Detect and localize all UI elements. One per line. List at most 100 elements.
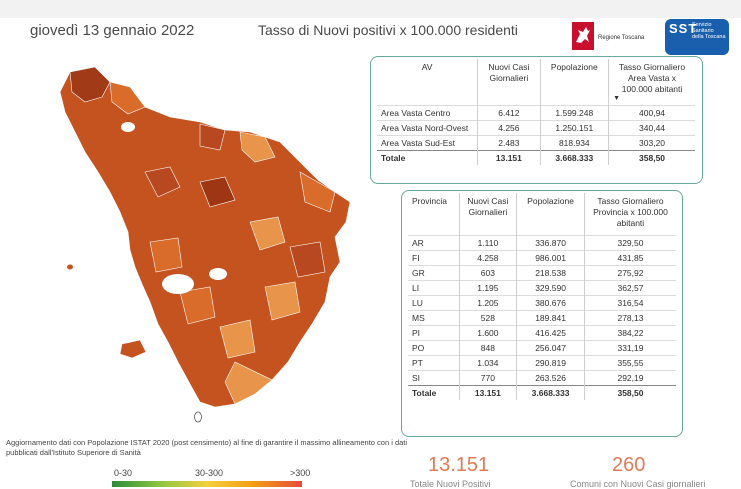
- legend-color-scale: [112, 481, 302, 487]
- table-row: PT 1.034 290.819 355,55: [408, 355, 676, 371]
- province-table-header-pop: Popolazione: [516, 193, 585, 236]
- table-cell: 329.590: [516, 280, 585, 296]
- table-cell: 358,50: [608, 150, 695, 165]
- area-table-header-av: AV: [421, 62, 433, 72]
- area-table-header-rate-label: Tasso Giornaliero Area Vasta x 100.000 a…: [618, 62, 686, 94]
- table-row: Area Vasta Centro 6.412 1.599.248 400,94: [377, 105, 695, 121]
- table-cell: 1.110: [458, 235, 517, 251]
- province-table-header-rate: Tasso Giornaliero Provincia x 100.000 ab…: [583, 193, 676, 236]
- table-cell: GR: [408, 265, 460, 281]
- island: [67, 264, 73, 270]
- kpi-total-value: 13.151: [428, 454, 490, 476]
- table-cell: 358,50: [583, 385, 676, 400]
- table-cell: 1.600: [458, 325, 517, 341]
- province-table: Provincia Nuovi Casi Giornalieri Popolaz…: [408, 193, 676, 400]
- table-cell: 1.034: [458, 355, 517, 371]
- province-panel: Provincia Nuovi Casi Giornalieri Popolaz…: [401, 190, 683, 437]
- area-table-header-rate: Tasso Giornaliero Area Vasta x 100.000 a…: [608, 59, 695, 106]
- table-cell: Totale: [408, 385, 460, 400]
- table-cell: 384,22: [583, 325, 676, 341]
- table-cell: 431,85: [583, 250, 676, 266]
- sst-logo: SST Servizio Sanitario della Toscana: [665, 19, 729, 55]
- top-strip: [0, 0, 741, 18]
- legend-low-label: 0-30: [114, 468, 133, 478]
- table-cell: 1.250.151: [539, 120, 609, 136]
- table-cell: PO: [408, 340, 460, 356]
- table-cell: 275,92: [583, 265, 676, 281]
- table-cell: 256.047: [516, 340, 585, 356]
- table-cell: 13.151: [477, 150, 541, 165]
- table-cell: 316,54: [583, 295, 676, 311]
- table-cell: 303,20: [608, 135, 695, 151]
- province-table-header-provincia: Provincia: [412, 196, 447, 206]
- sort-down-icon[interactable]: ▼: [613, 95, 620, 102]
- table-row: AR 1.110 336.870 329,50: [408, 235, 676, 251]
- table-cell: 3.668.333: [539, 150, 609, 165]
- table-row: MS 528 189.841 278,13: [408, 310, 676, 326]
- table-cell: 290.819: [516, 355, 585, 371]
- table-cell: PT: [408, 355, 460, 371]
- table-cell: 528: [458, 310, 517, 326]
- region-zone: [144, 166, 181, 198]
- region-zone: [179, 286, 216, 325]
- table-cell: 292,19: [583, 370, 676, 386]
- table-total-row: Totale 13.151 3.668.333 358,50: [377, 150, 695, 165]
- region-zone: [249, 216, 286, 251]
- table-cell: Area Vasta Centro: [377, 105, 478, 121]
- population-note: Aggiornamento dati con Popolazione ISTAT…: [6, 438, 408, 457]
- table-row: GR 603 218.538 275,92: [408, 265, 676, 281]
- table-total-row: Totale 13.151 3.668.333 358,50: [408, 385, 676, 400]
- table-cell: Area Vasta Nord-Ovest: [377, 120, 478, 136]
- regione-toscana-logo: Regione Toscana: [570, 20, 646, 54]
- table-cell: 340,44: [608, 120, 695, 136]
- region-zone: [264, 281, 301, 321]
- table-cell: FI: [408, 250, 460, 266]
- tuscany-choropleth-map: [59, 66, 351, 423]
- table-cell: 331,19: [583, 340, 676, 356]
- region-zone: [199, 123, 226, 151]
- table-row: Area Vasta Sud-Est 2.483 818.934 303,20: [377, 135, 695, 151]
- region-zone: [199, 176, 236, 208]
- table-cell: LU: [408, 295, 460, 311]
- province-table-header-cases: Nuovi Casi Giornalieri: [458, 193, 517, 236]
- table-cell: 2.483: [477, 135, 541, 151]
- kpi-comuni-label: Comuni con Nuovi Casi giornalieri: [570, 479, 706, 489]
- table-row: PI 1.600 416.425 384,22: [408, 325, 676, 341]
- table-cell: 4.258: [458, 250, 517, 266]
- island: [194, 411, 202, 423]
- table-cell: 400,94: [608, 105, 695, 121]
- table-cell: Area Vasta Sud-Est: [377, 135, 478, 151]
- legend-mid-label: 30-300: [195, 468, 224, 478]
- table-cell: 6.412: [477, 105, 541, 121]
- region-zone: [239, 131, 276, 163]
- region-zone: [149, 237, 183, 273]
- legend-high-label: >300: [290, 468, 311, 478]
- table-cell: 336.870: [516, 235, 585, 251]
- table-cell: 362,57: [583, 280, 676, 296]
- region-zone: [299, 171, 336, 213]
- kpi-total-label: Totale Nuovi Positivi: [410, 479, 491, 489]
- table-cell: 1.195: [458, 280, 517, 296]
- area-vasta-table: AV Nuovi Casi Giornalieri Popolazione Ta…: [377, 59, 695, 165]
- table-cell: 770: [458, 370, 517, 386]
- table-cell: 986.001: [516, 250, 585, 266]
- table-cell: 380.676: [516, 295, 585, 311]
- table-cell: 189.841: [516, 310, 585, 326]
- table-row: PO 848 256.047 331,19: [408, 340, 676, 356]
- area-vasta-panel: AV Nuovi Casi Giornalieri Popolazione Ta…: [370, 56, 703, 184]
- table-row: LI 1.195 329.590 362,57: [408, 280, 676, 296]
- kpi-comuni-value: 260: [612, 454, 646, 476]
- table-row: FI 4.258 986.001 431,85: [408, 250, 676, 266]
- table-cell: Totale: [377, 150, 478, 165]
- table-cell: 278,13: [583, 310, 676, 326]
- table-cell: 416.425: [516, 325, 585, 341]
- region-body: [59, 66, 351, 408]
- table-cell: SI: [408, 370, 460, 386]
- table-cell: 1.205: [458, 295, 517, 311]
- region-zone: [224, 361, 273, 405]
- table-cell: 263.526: [516, 370, 585, 386]
- region-zone: [109, 81, 146, 115]
- no-data-area: [121, 122, 135, 132]
- no-data-area: [162, 274, 194, 294]
- table-cell: AR: [408, 235, 460, 251]
